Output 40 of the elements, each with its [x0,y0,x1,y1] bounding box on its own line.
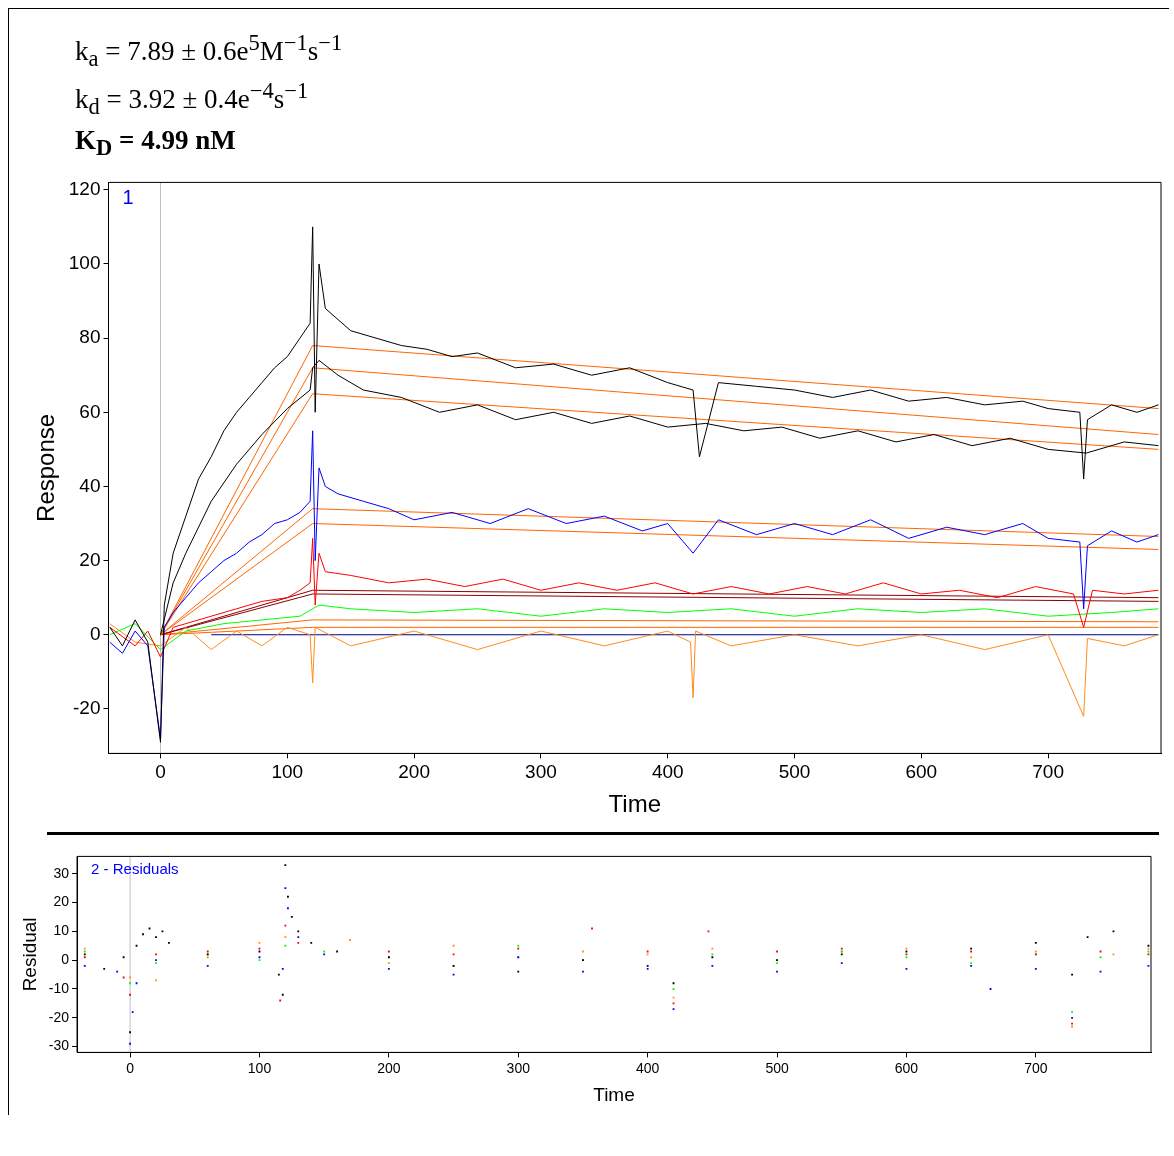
y-tick-label: 30 [53,864,70,881]
x-tick-label: 700 [1024,1059,1048,1076]
y-axis-title: Residual [18,917,40,992]
text: K$_{D}$ = 4.99 nM [75,123,237,163]
x-axis-title: Time [608,790,661,818]
y-tick-label: 80 [79,326,101,348]
x-tick-label: 100 [247,1059,272,1076]
y-tick-label: 10 [53,922,70,939]
x-axis-title: Time [593,1084,635,1106]
y-tick-label: -10 [48,980,70,997]
y-tick-label: 40 [79,474,101,496]
y-tick-label: 60 [79,400,101,422]
x-tick-label: 300 [525,761,557,783]
x-tick-label: 300 [506,1059,531,1076]
y-tick-label: 20 [53,893,70,910]
x-tick-label: 600 [905,761,938,783]
x-tick-label: 500 [765,1059,789,1076]
x-tick-label: 100 [271,761,304,783]
y-tick-label: -20 [73,697,101,719]
x-tick-label: 0 [126,1059,135,1076]
y-tick-label: 100 [68,252,101,274]
text: k$_{d}$ = 3.92 ± 0.4e$^{−4}$s$^{−1}$ [75,77,310,122]
y-tick-label: -30 [48,1037,70,1054]
x-tick-label: 500 [778,761,811,783]
x-tick-label: 0 [155,761,166,783]
y-tick-label: 0 [89,623,101,645]
y-tick-label: 20 [79,549,101,570]
x-tick-label: 400 [635,1059,660,1076]
x-tick-label: 200 [398,761,430,783]
x-tick-label: 700 [1032,761,1064,783]
chart-title: 1 [122,186,134,209]
text: k$_{a}$ = 7.89 ± 0.6e$^{5}$M$^{−1}$s$^{−1}$ [75,29,344,74]
x-tick-label: 200 [377,1059,401,1076]
y-axis-title: Response [32,414,60,523]
y-tick-label: 0 [61,951,70,968]
x-tick-label: 400 [651,761,684,783]
y-tick-label: 120 [68,178,101,200]
x-tick-label: 600 [894,1059,919,1076]
y-tick-label: -20 [48,1008,70,1025]
chart-title: 2 - Residuals [91,860,179,878]
